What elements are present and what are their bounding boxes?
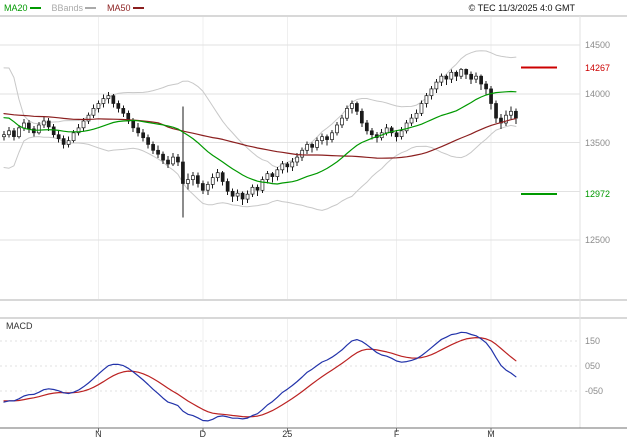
price-axis-label-12972: 12972 [585,188,611,199]
month-label-25: 25 [282,429,293,439]
legend-item-ma20: MA20 [4,3,41,13]
price-axis-label-14000: 14000 [585,88,611,99]
price-axis-label-14500: 14500 [585,40,611,50]
month-label-D: D [199,429,207,439]
legend-item-bbands: BBands [52,3,97,13]
month-label-N: N [95,429,102,439]
macd-axis-label--050: -050 [585,386,604,396]
chart-legend: MA20 BBands MA50 [4,3,144,13]
legend-ma20-label: MA20 [4,3,28,13]
month-label-M: M [487,429,495,439]
price-axis-label-13500: 13500 [585,137,611,148]
legend-item-ma50: MA50 [107,3,144,13]
macd-panel-title: MACD [6,321,33,331]
legend-bbands-label: BBands [51,3,84,13]
legend-ma50-swatch [132,7,144,9]
legend-ma20-swatch [29,7,41,9]
macd-axis-label-050: 050 [585,361,601,371]
legend-bbands-swatch [85,7,97,9]
month-label-F: F [393,429,400,439]
macd-axis-label-150: 150 [585,336,601,346]
legend-ma50-label: MA50 [107,3,131,13]
copyright-text: © TEC 11/3/2025 4:0 GMT [468,3,575,13]
price-axis-label-14267: 14267 [585,62,611,73]
price-axis-label-12500: 12500 [585,235,611,245]
